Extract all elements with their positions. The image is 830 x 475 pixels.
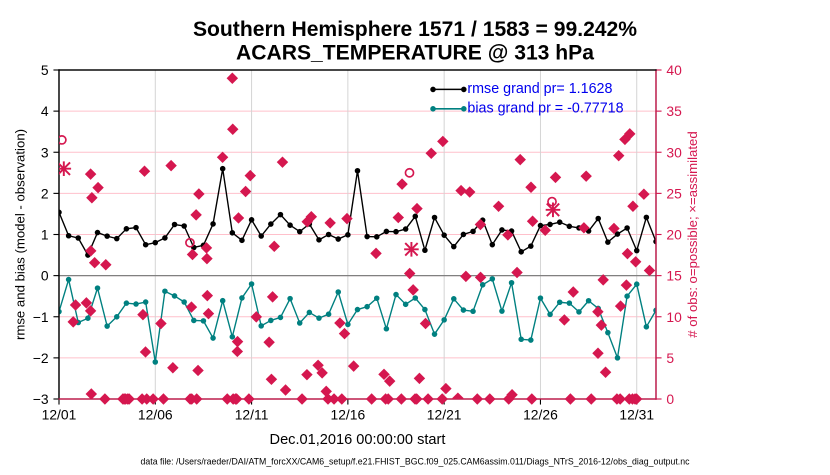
svg-text:data file: /Users/raeder/DAI/A: data file: /Users/raeder/DAI/ATM_forcXX/… [141, 456, 691, 466]
svg-text:0: 0 [41, 268, 49, 284]
svg-text:12/16: 12/16 [331, 406, 366, 422]
svg-text:12/06: 12/06 [138, 406, 173, 422]
svg-text:rmse grand pr= 1.1628: rmse grand pr= 1.1628 [467, 81, 612, 97]
svg-text:5: 5 [666, 350, 674, 366]
svg-text:12/31: 12/31 [619, 406, 654, 422]
svg-text:15: 15 [666, 268, 682, 284]
svg-text:40: 40 [666, 62, 682, 78]
svg-text:# of obs: o=possible; ×=assimi: # of obs: o=possible; ×=assimilated [685, 131, 700, 337]
svg-text:12/21: 12/21 [427, 406, 462, 422]
svg-text:Dec.01,2016 00:00:00 start: Dec.01,2016 00:00:00 start [270, 432, 446, 448]
svg-text:12/11: 12/11 [235, 406, 269, 422]
svg-text:5: 5 [41, 62, 49, 78]
svg-text:−2: −2 [33, 350, 49, 366]
svg-text:ACARS_TEMPERATURE @ 313 hPa: ACARS_TEMPERATURE @ 313 hPa [236, 42, 594, 65]
svg-text:12/01: 12/01 [42, 406, 77, 422]
svg-text:3: 3 [41, 144, 49, 160]
svg-text:25: 25 [666, 185, 682, 201]
svg-text:1: 1 [41, 227, 49, 243]
svg-text:0: 0 [666, 391, 674, 407]
svg-text:−3: −3 [33, 391, 49, 407]
svg-text:bias grand pr = -0.77718: bias grand pr = -0.77718 [467, 101, 623, 117]
svg-text:−1: −1 [33, 309, 49, 325]
svg-text:Southern Hemisphere 1571 / 158: Southern Hemisphere 1571 / 1583 = 99.242… [193, 18, 637, 41]
svg-text:2: 2 [41, 185, 49, 201]
svg-text:rmse and bias (model - observa: rmse and bias (model - observation) [12, 129, 27, 340]
svg-text:35: 35 [666, 103, 682, 119]
svg-text:4: 4 [41, 103, 49, 119]
svg-text:20: 20 [666, 227, 682, 243]
svg-text:12/26: 12/26 [523, 406, 558, 422]
svg-text:30: 30 [666, 144, 682, 160]
svg-text:10: 10 [666, 309, 682, 325]
